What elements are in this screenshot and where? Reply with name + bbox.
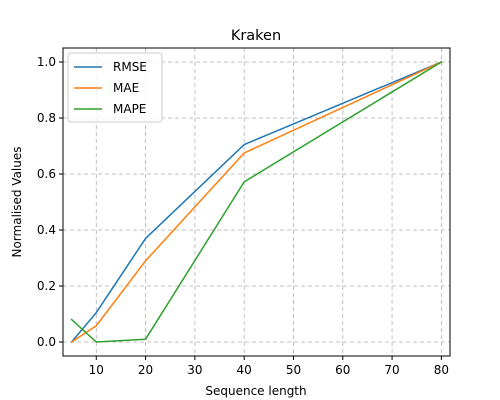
x-tick-label: 80 xyxy=(434,363,449,377)
x-tick-label: 50 xyxy=(286,363,301,377)
x-tick-label: 70 xyxy=(384,363,399,377)
y-tick-label: 0.8 xyxy=(37,111,56,125)
legend-label-rmse: RMSE xyxy=(113,60,147,74)
x-axis-label: Sequence length xyxy=(205,384,306,398)
legend-label-mape: MAPE xyxy=(113,102,146,116)
legend-box xyxy=(67,52,163,123)
plot-frame xyxy=(62,47,451,357)
y-axis-ticks: 0.0 0.2 0.4 0.6 0.8 1.0 xyxy=(37,55,63,349)
y-axis-label: Normalised Values xyxy=(10,146,24,257)
y-tick-label: 0.4 xyxy=(37,223,56,237)
x-tick-label: 20 xyxy=(138,363,153,377)
y-tick-label: 0.0 xyxy=(37,335,56,349)
y-tick-label: 0.2 xyxy=(37,279,56,293)
x-tick-label: 30 xyxy=(187,363,202,377)
y-tick-label: 1.0 xyxy=(37,55,56,69)
x-tick-label: 60 xyxy=(335,363,350,377)
series-layer xyxy=(70,60,443,344)
y-tick-label: 0.6 xyxy=(37,167,56,181)
legend-label-mae: MAE xyxy=(113,81,139,95)
x-axis-ticks: 10 20 30 40 50 60 70 80 xyxy=(89,356,449,377)
series-line-rmse xyxy=(70,61,443,344)
legend: RMSE MAE MAPE xyxy=(67,52,163,123)
x-tick-label: 40 xyxy=(237,363,252,377)
x-tick-label: 10 xyxy=(89,363,104,377)
series-line-mape xyxy=(70,60,443,343)
chart-title: Kraken xyxy=(231,28,281,44)
series-line-mae xyxy=(70,61,443,344)
